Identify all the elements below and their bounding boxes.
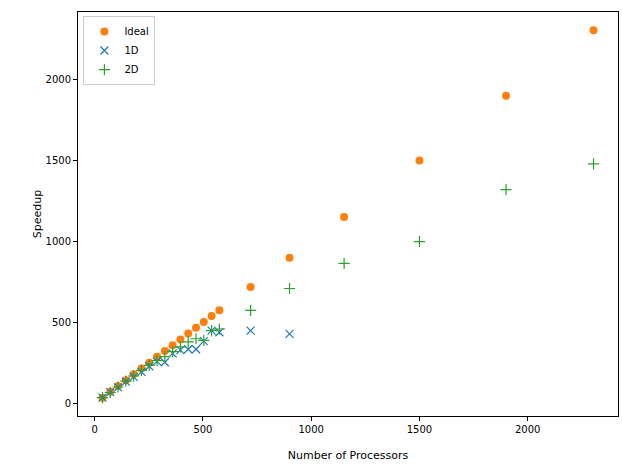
svg-text:Number of Processors: Number of Processors: [288, 449, 409, 462]
svg-text:500: 500: [193, 424, 212, 435]
svg-text:1000: 1000: [298, 424, 323, 435]
svg-text:Speedup: Speedup: [31, 190, 44, 238]
svg-text:2D: 2D: [124, 64, 138, 75]
svg-text:1000: 1000: [46, 236, 71, 247]
svg-text:2000: 2000: [515, 424, 540, 435]
svg-text:1D: 1D: [124, 45, 138, 56]
svg-text:1500: 1500: [46, 155, 71, 166]
svg-text:500: 500: [52, 317, 71, 328]
svg-text:2000: 2000: [46, 74, 71, 85]
svg-text:Ideal: Ideal: [124, 26, 148, 37]
svg-text:0: 0: [65, 398, 71, 409]
svg-text:1500: 1500: [407, 424, 432, 435]
svg-text:0: 0: [91, 424, 97, 435]
